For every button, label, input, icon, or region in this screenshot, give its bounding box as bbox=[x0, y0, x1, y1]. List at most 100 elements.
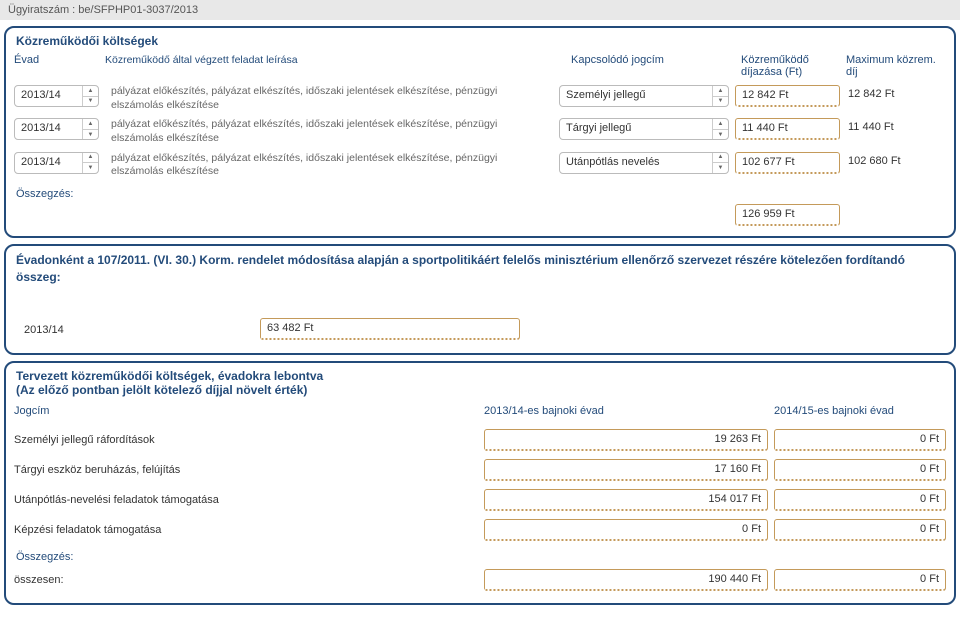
panel2-title: Évadonként a 107/2011. (VI. 30.) Korm. r… bbox=[6, 248, 954, 292]
p3-v2: 0 Ft bbox=[920, 463, 939, 475]
chevron-down-icon[interactable]: ▼ bbox=[713, 163, 728, 173]
p3-v1-field[interactable]: 17 160 Ft bbox=[484, 459, 768, 481]
p3-v2-field[interactable]: 0 Ft bbox=[774, 489, 946, 511]
chevron-down-icon[interactable]: ▼ bbox=[83, 97, 98, 107]
p3-col-y1: 2013/14-es bajnoki évad bbox=[484, 405, 774, 417]
chevron-down-icon[interactable]: ▼ bbox=[83, 130, 98, 140]
col-desc-header: Közreműködő által végzett feladat leírás… bbox=[99, 54, 571, 78]
p3-v2-field[interactable]: 0 Ft bbox=[774, 519, 946, 541]
jogcim-spinner-value: Utánpótlás nevelés bbox=[560, 153, 712, 173]
p3-v1-field[interactable]: 19 263 Ft bbox=[484, 429, 768, 451]
p3-v1-field[interactable]: 0 Ft bbox=[484, 519, 768, 541]
panel3-row: Képzési feladatok támogatása 0 Ft 0 Ft bbox=[6, 515, 954, 545]
jogcim-spinner-buttons[interactable]: ▲▼ bbox=[712, 86, 728, 106]
panel-tervezett: Tervezett közreműködői költségek, évadok… bbox=[4, 361, 956, 605]
p3-row-label: Utánpótlás-nevelési feladatok támogatása bbox=[14, 494, 478, 506]
panel3-total-v2: 0 Ft bbox=[920, 573, 939, 585]
p3-v2: 0 Ft bbox=[920, 493, 939, 505]
dij-field[interactable]: 11 440 Ft bbox=[735, 118, 840, 140]
panel1-sum-value: 126 959 Ft bbox=[742, 208, 795, 220]
p3-v1: 19 263 Ft bbox=[715, 433, 761, 445]
chevron-up-icon[interactable]: ▲ bbox=[83, 119, 98, 130]
col-jogcim-header: Kapcsolódó jogcím bbox=[571, 54, 741, 78]
max-value: 12 842 Ft bbox=[846, 85, 946, 103]
jogcim-spinner[interactable]: Utánpótlás nevelés▲▼ bbox=[559, 152, 729, 174]
jogcim-spinner[interactable]: Személyi jellegű▲▼ bbox=[559, 85, 729, 107]
dij-value: 12 842 Ft bbox=[742, 89, 788, 101]
case-number: Ügyiratszám : be/SFPHP01-3037/2013 bbox=[8, 4, 198, 16]
jogcim-spinner-value: Személyi jellegű bbox=[560, 86, 712, 106]
chevron-up-icon[interactable]: ▲ bbox=[713, 86, 728, 97]
p3-row-label: Személyi jellegű ráfordítások bbox=[14, 434, 478, 446]
panel1-sum-field[interactable]: 126 959 Ft bbox=[735, 204, 840, 226]
jogcim-spinner[interactable]: Tárgyi jellegű▲▼ bbox=[559, 118, 729, 140]
p3-v2: 0 Ft bbox=[920, 523, 939, 535]
evad-spinner[interactable]: 2013/14▲▼ bbox=[14, 118, 99, 140]
evad-spinner-buttons[interactable]: ▲▼ bbox=[82, 153, 98, 173]
col-evad-header: Évad bbox=[14, 54, 99, 78]
panel2-value: 63 482 Ft bbox=[267, 322, 313, 334]
p3-row-label: Képzési feladatok támogatása bbox=[14, 524, 478, 536]
p3-v2-field[interactable]: 0 Ft bbox=[774, 459, 946, 481]
evad-spinner[interactable]: 2013/14▲▼ bbox=[14, 85, 99, 107]
evad-spinner-value: 2013/14 bbox=[15, 153, 82, 173]
row-desc: pályázat előkészítés, pályázat elkészíté… bbox=[105, 118, 553, 145]
p3-v1: 0 Ft bbox=[742, 523, 761, 535]
panel2-row: 2013/14 63 482 Ft bbox=[6, 315, 954, 345]
panel3-total-v2-field[interactable]: 0 Ft bbox=[774, 569, 946, 591]
panel3-total-v1: 190 440 Ft bbox=[708, 573, 761, 585]
p3-col-y2: 2014/15-es bajnoki évad bbox=[774, 405, 946, 417]
p3-v2: 0 Ft bbox=[920, 433, 939, 445]
chevron-down-icon[interactable]: ▼ bbox=[713, 97, 728, 107]
panel1-sum-row: 126 959 Ft bbox=[6, 202, 954, 228]
p3-v1: 154 017 Ft bbox=[708, 493, 761, 505]
header-bar: Ügyiratszám : be/SFPHP01-3037/2013 bbox=[0, 0, 960, 20]
panel3-title-line2: (Az előző pontban jelölt kötelező díjjal… bbox=[16, 383, 944, 397]
evad-spinner[interactable]: 2013/14▲▼ bbox=[14, 152, 99, 174]
chevron-up-icon[interactable]: ▲ bbox=[713, 119, 728, 130]
chevron-down-icon[interactable]: ▼ bbox=[713, 130, 728, 140]
panel1-row: 2013/14▲▼pályázat előkészítés, pályázat … bbox=[6, 115, 954, 148]
panel3-sum-label: Összegzés: bbox=[6, 545, 954, 565]
jogcim-spinner-value: Tárgyi jellegű bbox=[560, 119, 712, 139]
chevron-up-icon[interactable]: ▲ bbox=[713, 153, 728, 164]
chevron-down-icon[interactable]: ▼ bbox=[83, 163, 98, 173]
p3-v1-field[interactable]: 154 017 Ft bbox=[484, 489, 768, 511]
panel1-col-header: Évad Közreműködő által végzett feladat l… bbox=[6, 54, 954, 82]
col-dij-header: Közreműködő díjazása (Ft) bbox=[741, 54, 846, 78]
panel1-title: Közreműködői költségek bbox=[6, 30, 954, 54]
panel3-total-label: összesen: bbox=[14, 574, 478, 586]
evad-spinner-buttons[interactable]: ▲▼ bbox=[82, 86, 98, 106]
row-desc: pályázat előkészítés, pályázat elkészíté… bbox=[105, 85, 553, 112]
panel3-row: Személyi jellegű ráfordítások 19 263 Ft 0 … bbox=[6, 425, 954, 455]
max-value: 11 440 Ft bbox=[846, 118, 946, 136]
chevron-up-icon[interactable]: ▲ bbox=[83, 153, 98, 164]
col-max-header: Maximum közrem. díj bbox=[846, 54, 946, 78]
jogcim-spinner-buttons[interactable]: ▲▼ bbox=[712, 153, 728, 173]
panel1-row: 2013/14▲▼pályázat előkészítés, pályázat … bbox=[6, 149, 954, 182]
dij-field[interactable]: 12 842 Ft bbox=[735, 85, 840, 107]
panel2-value-field[interactable]: 63 482 Ft bbox=[260, 318, 520, 340]
panel-koltsegek: Közreműködői költségek Évad Közreműködő … bbox=[4, 26, 956, 238]
evad-spinner-buttons[interactable]: ▲▼ bbox=[82, 119, 98, 139]
p3-v1: 17 160 Ft bbox=[715, 463, 761, 475]
p3-row-label: Tárgyi eszköz beruházás, felújítás bbox=[14, 464, 478, 476]
panel-kotelezo: Évadonként a 107/2011. (VI. 30.) Korm. r… bbox=[4, 244, 956, 356]
panel3-title: Tervezett közreműködői költségek, évadok… bbox=[6, 365, 954, 399]
p3-v2-field[interactable]: 0 Ft bbox=[774, 429, 946, 451]
jogcim-spinner-buttons[interactable]: ▲▼ bbox=[712, 119, 728, 139]
evad-spinner-value: 2013/14 bbox=[15, 86, 82, 106]
panel3-total-row: összesen: 190 440 Ft 0 Ft bbox=[6, 565, 954, 595]
panel3-total-v1-field[interactable]: 190 440 Ft bbox=[484, 569, 768, 591]
dij-value: 11 440 Ft bbox=[742, 122, 788, 134]
dij-value: 102 677 Ft bbox=[742, 156, 795, 168]
panel3-col-header: Jogcím 2013/14-es bajnoki évad 2014/15-e… bbox=[6, 399, 954, 425]
panel1-row: 2013/14▲▼pályázat előkészítés, pályázat … bbox=[6, 82, 954, 115]
panel3-row: Tárgyi eszköz beruházás, felújítás 17 160… bbox=[6, 455, 954, 485]
panel3-title-line1: Tervezett közreműködői költségek, évadok… bbox=[16, 369, 944, 383]
row-desc: pályázat előkészítés, pályázat elkészíté… bbox=[105, 152, 553, 179]
panel3-row: Utánpótlás-nevelési feladatok támogatása… bbox=[6, 485, 954, 515]
evad-spinner-value: 2013/14 bbox=[15, 119, 82, 139]
dij-field[interactable]: 102 677 Ft bbox=[735, 152, 840, 174]
chevron-up-icon[interactable]: ▲ bbox=[83, 86, 98, 97]
